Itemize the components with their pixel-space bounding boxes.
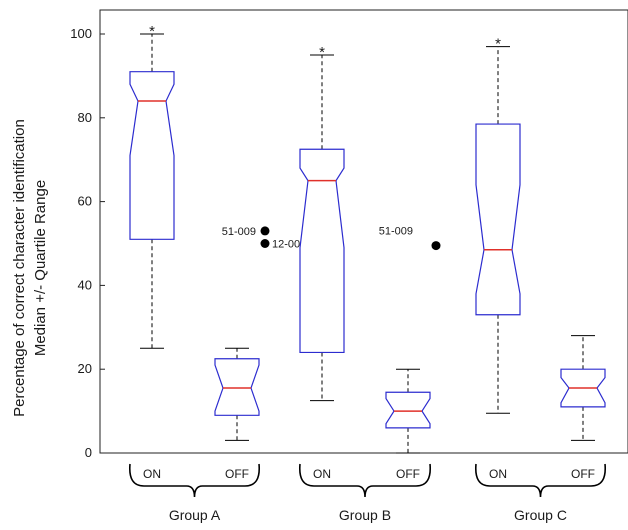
group-c-off-condition-label: OFF xyxy=(571,467,595,481)
group-b-on-box xyxy=(299,148,345,354)
y-tick-label: 100 xyxy=(70,26,92,41)
group-a-brace xyxy=(128,463,261,498)
y-tick-label: 60 xyxy=(78,194,92,209)
group-c-brace xyxy=(474,463,607,498)
group-b-brace xyxy=(298,463,432,498)
group-c-on-box xyxy=(475,123,521,316)
y-axis-label-line-2: Median +/- Quartile Range xyxy=(32,180,49,356)
group-a-off-outlier-label: 51-009 xyxy=(222,226,256,238)
plot-frame xyxy=(99,9,628,454)
group-a-off-outlier-point xyxy=(260,239,270,248)
y-tick-label: 0 xyxy=(85,445,92,460)
group-b-label: Group B xyxy=(339,507,391,523)
group-a-off-outlier-point xyxy=(260,226,270,236)
group-a-on-significance-marker: * xyxy=(149,23,155,40)
y-tick-label: 80 xyxy=(78,110,92,125)
group-a-on-box xyxy=(129,71,175,240)
group-b-on-condition-label: ON xyxy=(313,467,331,481)
group-a-off-box xyxy=(214,358,260,416)
group-c-on-significance-marker: * xyxy=(495,36,501,53)
group-a-on-condition-label: ON xyxy=(143,467,161,481)
y-tick-label: 20 xyxy=(78,361,92,376)
y-axis-label-line-1: Percentage of correct character identifi… xyxy=(11,119,28,417)
group-a-off-condition-label: OFF xyxy=(225,467,249,481)
group-a-label: Group A xyxy=(169,507,221,523)
group-b-off-outlier-point xyxy=(431,241,441,251)
chart-marks: * 51-009 12-003 * 51-009 * xyxy=(129,23,606,454)
group-a-off-outlier-label: 12-003 xyxy=(272,239,306,251)
plot-area: 0 20 40 60 80 100 xyxy=(70,9,628,460)
group-c-label: Group C xyxy=(514,507,567,523)
group-b-off-box xyxy=(385,391,431,429)
y-axis-label: Percentage of correct character identifi… xyxy=(11,119,49,417)
group-b-off-outlier-label: 51-009 xyxy=(379,226,413,238)
group-b-off-condition-label: OFF xyxy=(396,467,420,481)
group-c-on-condition-label: ON xyxy=(489,467,507,481)
x-axis-labels: ON OFF Group A ON OFF Group B ON OFF Group C xyxy=(128,463,607,523)
y-tick-label: 40 xyxy=(78,277,92,292)
group-b-on-significance-marker: * xyxy=(319,44,325,61)
